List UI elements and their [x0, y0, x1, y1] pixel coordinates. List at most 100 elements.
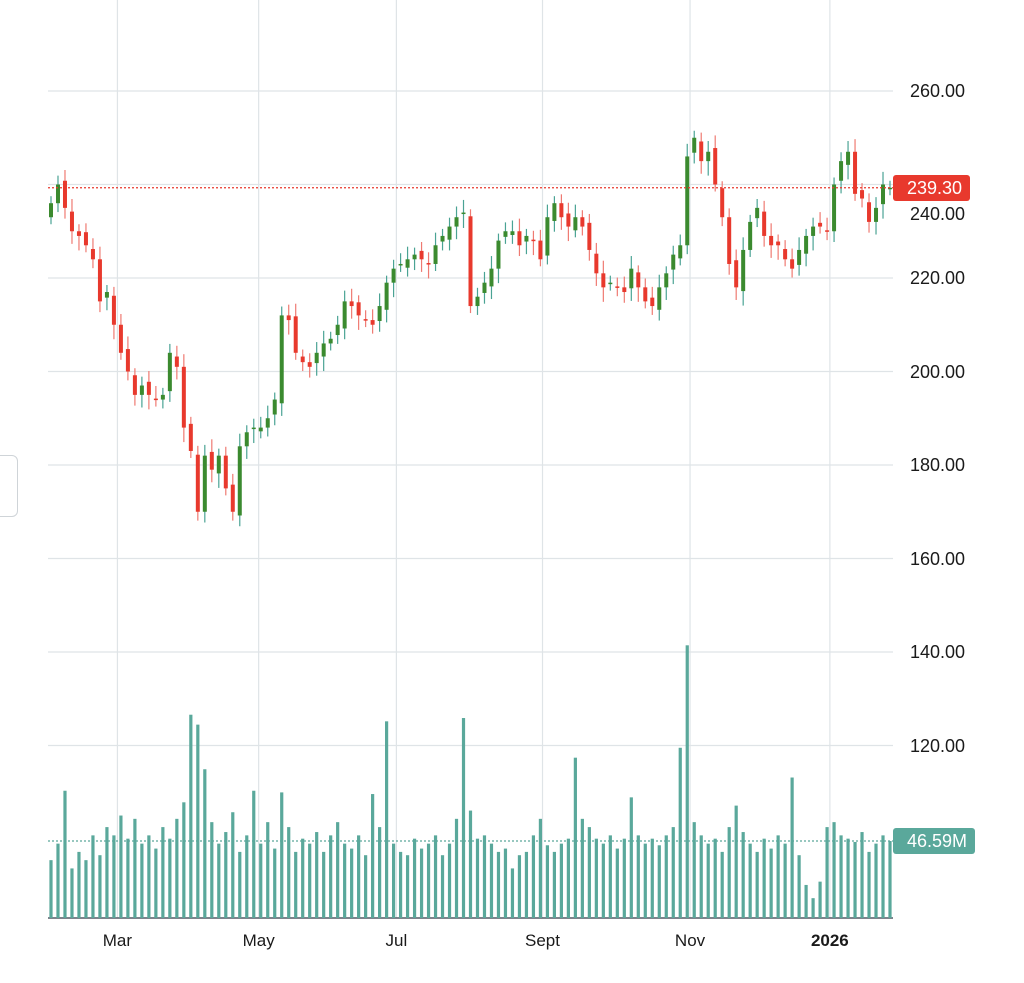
- y-tick-label: 120.00: [910, 735, 966, 756]
- candle-down: [531, 239, 536, 242]
- volume-bar: [650, 838, 654, 918]
- volume-bar: [119, 815, 123, 918]
- candle-up: [321, 343, 326, 357]
- candle-up: [545, 217, 550, 256]
- volume-bar: [182, 802, 186, 918]
- candle-down: [153, 398, 158, 401]
- volume-bar: [168, 838, 172, 918]
- volume-bar: [657, 845, 661, 918]
- candle-up: [237, 446, 242, 516]
- volume-bar: [461, 718, 466, 918]
- candle-up: [678, 245, 683, 259]
- volume-bar: [77, 851, 81, 918]
- candle-up: [440, 235, 445, 242]
- candle-up: [160, 394, 165, 400]
- candle-down: [349, 301, 354, 307]
- candle-up: [384, 282, 389, 310]
- volume-bar: [126, 838, 130, 918]
- candle-down: [825, 230, 830, 232]
- candle-up: [496, 240, 501, 269]
- volume-bar: [720, 851, 724, 918]
- volume-bar: [706, 843, 710, 918]
- candle-up: [811, 226, 816, 236]
- side-panel-handle[interactable]: [0, 455, 18, 517]
- candle-down: [734, 260, 739, 288]
- candle-down: [230, 484, 235, 512]
- volume-bar: [853, 841, 857, 918]
- candle-up: [888, 187, 892, 190]
- volume-bar: [105, 827, 109, 918]
- volume-bar: [294, 851, 298, 918]
- candle-up: [657, 287, 662, 310]
- candle-down: [538, 240, 543, 260]
- volume-bar: [678, 747, 682, 918]
- volume-bar: [531, 835, 536, 918]
- volume-bar: [308, 843, 312, 918]
- volume-bar: [189, 714, 193, 918]
- candle-up: [328, 338, 333, 344]
- volume-bar: [601, 843, 605, 918]
- candle-down: [125, 349, 130, 372]
- volume-bar: [776, 835, 780, 918]
- volume-bar: [301, 838, 305, 918]
- grid-lines: [48, 0, 893, 919]
- candle-down: [426, 263, 431, 265]
- volume-bar: [797, 855, 801, 918]
- candle-down: [713, 148, 718, 185]
- candle-down: [195, 454, 200, 512]
- x-tick-label: Jul: [385, 931, 408, 950]
- candle-down: [860, 190, 865, 199]
- volume-bar: [287, 827, 291, 918]
- volume-bar: [594, 838, 598, 918]
- volume-bar: [559, 843, 563, 918]
- candle-down: [83, 232, 88, 246]
- volume-bar: [874, 843, 878, 918]
- y-tick-label: 160.00: [910, 548, 966, 569]
- volume-bar: [608, 835, 612, 918]
- candle-down: [769, 235, 774, 246]
- volume-bar: [63, 790, 67, 918]
- candle-down: [286, 315, 291, 321]
- volume-bar: [447, 843, 452, 918]
- y-tick-label: 260.00: [910, 81, 966, 101]
- volume-bar: [405, 855, 410, 918]
- volume-bar: [734, 805, 738, 918]
- volume-bar: [671, 827, 675, 918]
- y-tick-label: 180.00: [910, 455, 966, 475]
- last-price-tag: 239.30: [893, 174, 971, 201]
- volume-bar: [552, 851, 556, 918]
- volume-bar: [196, 724, 200, 918]
- volume-bar: [475, 838, 480, 918]
- volume-bar: [538, 818, 543, 918]
- candle-up: [216, 455, 221, 474]
- candle-up: [839, 161, 844, 181]
- x-tick-label: 2026: [810, 931, 849, 950]
- candle-down: [356, 302, 361, 316]
- candle-down: [790, 259, 795, 269]
- candle-up: [832, 184, 837, 232]
- volume-bar: [322, 851, 326, 918]
- candle-down: [69, 211, 74, 232]
- candle-down: [181, 366, 186, 428]
- candle-up: [258, 427, 263, 432]
- candle-up: [139, 385, 144, 395]
- volume-bar: [727, 827, 731, 918]
- candle-up: [741, 249, 746, 292]
- volume-bar: [336, 822, 340, 918]
- candle-up: [552, 203, 557, 221]
- candle-down: [643, 287, 648, 302]
- candle-down: [762, 211, 767, 236]
- volume-bar: [818, 881, 822, 918]
- candle-down: [300, 356, 305, 363]
- volume-bar: [629, 797, 633, 918]
- candle-down: [587, 222, 592, 250]
- candle-down: [559, 203, 564, 218]
- volume-bar: [524, 851, 529, 918]
- candle-up: [202, 455, 207, 512]
- candle-down: [188, 423, 193, 451]
- candle-up: [433, 245, 438, 264]
- candle-up: [748, 221, 753, 250]
- volume-bar: [315, 832, 319, 918]
- candle-down: [566, 213, 571, 227]
